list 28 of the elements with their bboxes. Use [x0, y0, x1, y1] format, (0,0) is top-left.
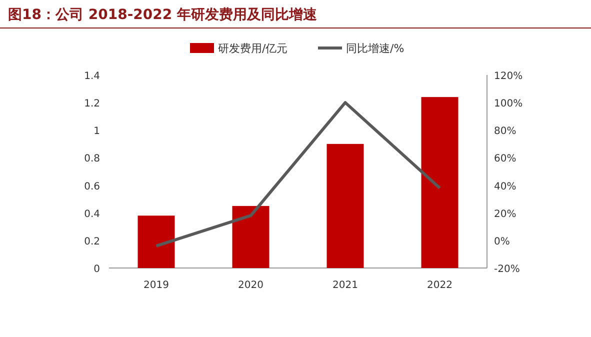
- legend-label: 研发费用/亿元: [218, 42, 288, 55]
- chart-title: 图18：公司 2018-2022 年研发费用及同比增速: [8, 7, 318, 23]
- x-tick-label: 2021: [332, 280, 358, 291]
- x-tick-label: 2020: [238, 280, 264, 291]
- y2-tick-label: -20%: [494, 264, 520, 275]
- y-tick-label: 0.4: [84, 208, 100, 220]
- x-tick-label: 2022: [427, 280, 452, 291]
- x-tick-label: 2019: [144, 280, 169, 291]
- y-tick-label: 0.6: [84, 181, 100, 192]
- y2-tick-label: 120%: [494, 71, 523, 82]
- y2-tick-label: 100%: [494, 98, 523, 110]
- y2-tick-label: 60%: [494, 154, 516, 165]
- legend-label: 同比增速/%: [346, 42, 404, 55]
- y-tick-label: 0.2: [84, 236, 100, 248]
- y-tick-label: 0.8: [84, 154, 100, 165]
- y2-tick-label: 80%: [494, 126, 516, 138]
- y2-tick-label: 0%: [494, 236, 510, 248]
- y-tick-label: 0: [94, 264, 100, 275]
- bar: [421, 97, 458, 268]
- y2-tick-label: 20%: [494, 208, 516, 220]
- y-tick-label: 1: [94, 126, 100, 138]
- bar: [232, 206, 270, 268]
- y2-tick-label: 40%: [494, 181, 516, 192]
- bar: [138, 216, 175, 268]
- y-tick-label: 1.4: [84, 71, 100, 82]
- y-tick-label: 1.2: [84, 98, 100, 110]
- bar: [326, 144, 364, 268]
- line-series: [154, 101, 442, 248]
